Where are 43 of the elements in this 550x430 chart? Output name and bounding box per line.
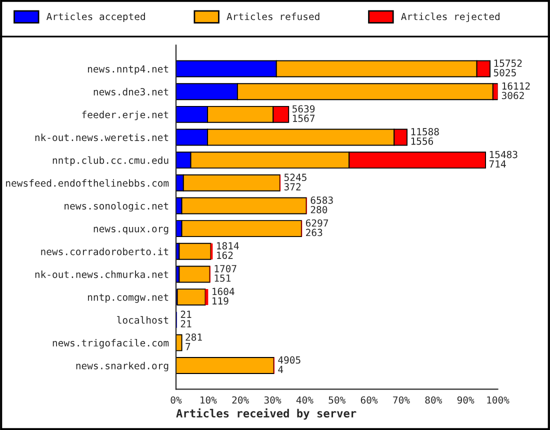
y-tick-label: news.corradoroberto.it (41, 248, 168, 256)
annotation: 15483 714 (489, 150, 518, 168)
x-tick-label: 60% (360, 396, 378, 404)
x-tick-label: 10% (200, 396, 217, 404)
annotation: 15752 5025 (494, 60, 522, 76)
y-tick-label: feeder.erje.net (82, 110, 168, 120)
x-tick-label: 90% (457, 396, 474, 404)
x-tick-label: 0% (170, 396, 182, 404)
y-tick-label: news.nntp4.net (88, 65, 168, 75)
y-tick-label: news.dne3.net (94, 88, 168, 96)
legend-label: Articles accepted (46, 12, 145, 22)
x-tick-label: 50% (328, 396, 346, 404)
y-tick-label: nk-out.news.weretis.net (35, 134, 168, 142)
annotation: 6297 263 (306, 219, 328, 236)
annotation: 5245 372 (284, 174, 306, 190)
annotation: 1814 162 (217, 242, 239, 259)
legend-label: Articles rejected (401, 12, 500, 22)
y-tick-label: news.trigofacile.com (52, 338, 169, 349)
x-axis-title: Articles received by server (176, 408, 356, 420)
annotation: 1604 119 (212, 288, 234, 305)
annotation: 1707 151 (214, 264, 236, 282)
y-tick-label: nntp.club.cc.cmu.edu (52, 156, 168, 166)
y-tick-label: news.snarked.org (76, 362, 168, 372)
y-tick-label: localhost (117, 316, 168, 324)
annotation: 11588 1556 (411, 128, 439, 145)
annotation: 21 21 (180, 310, 192, 328)
annotation: 16112 3062 (502, 82, 530, 100)
x-tick-label: 100% (487, 396, 510, 404)
y-tick-label: nntp.comgw.net (88, 294, 168, 303)
x-tick-label: 80% (425, 396, 442, 404)
y-tick-label: news.quux.org (94, 226, 168, 234)
x-tick-label: 70% (393, 396, 410, 404)
x-tick-label: 40% (296, 396, 314, 404)
annotation: 6583 280 (310, 196, 333, 214)
y-tick-label: newsfeed.endofthelinebbs.com (6, 179, 169, 187)
annotation: 5639 1567 (292, 105, 315, 122)
y-tick-label: nk-out.news.chmurka.net (35, 270, 168, 278)
annotation: 4905 4 (278, 356, 300, 373)
annotation: 281 7 (186, 333, 202, 350)
x-tick-label: 20% (232, 396, 249, 404)
legend-label: Articles refused (226, 12, 320, 20)
x-tick-label: 30% (264, 396, 282, 404)
y-tick-label: news.sonologic.net (64, 202, 168, 212)
